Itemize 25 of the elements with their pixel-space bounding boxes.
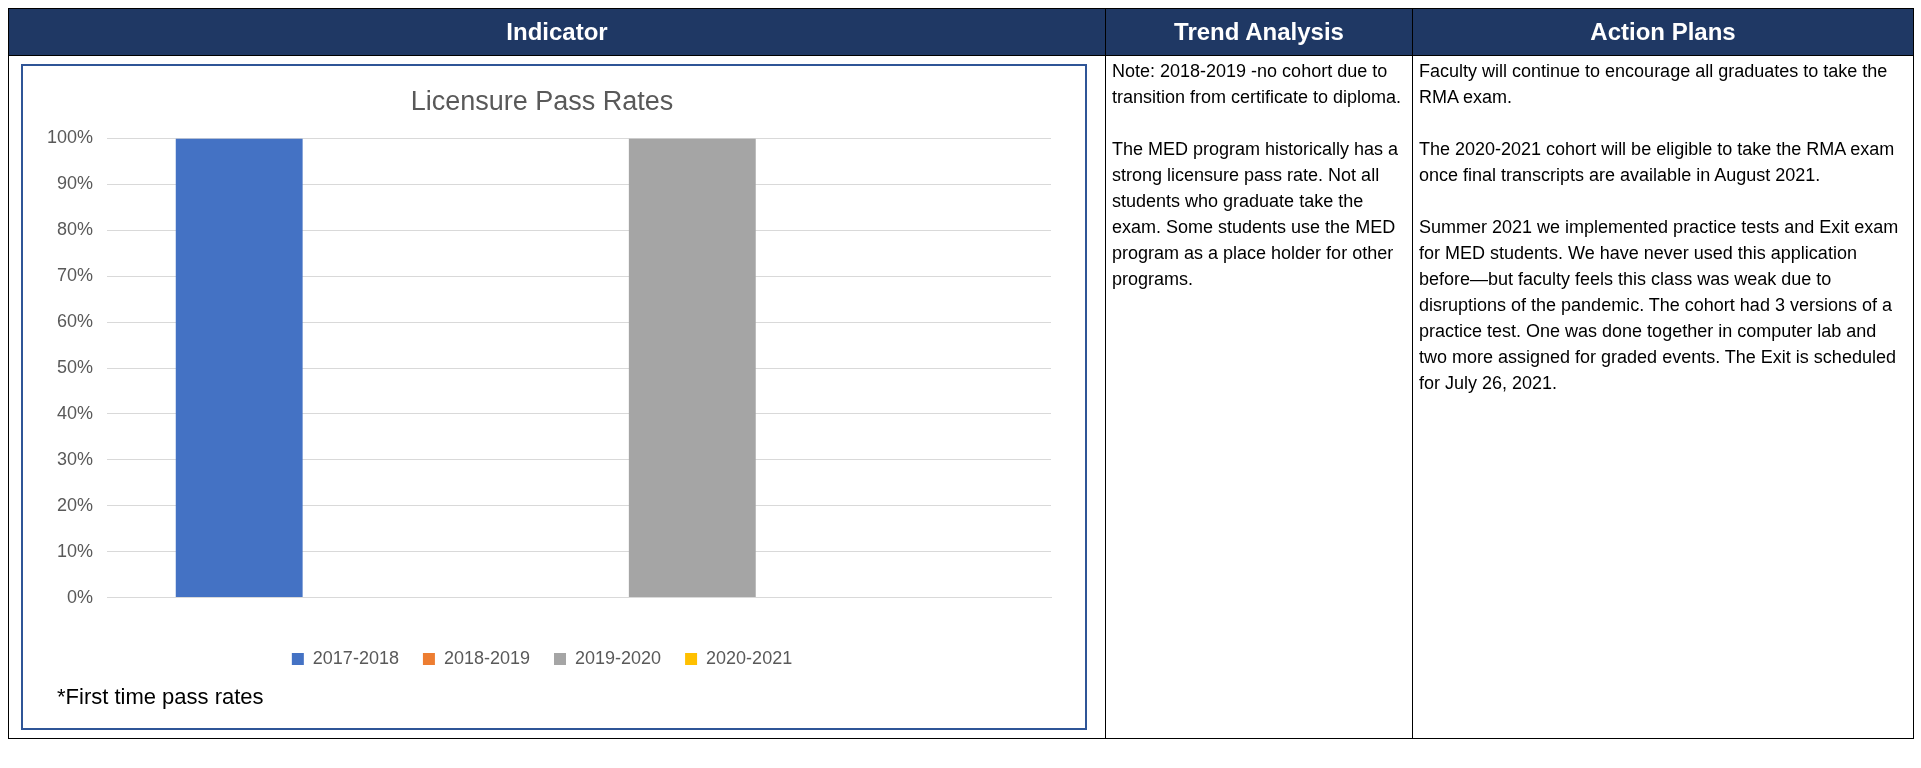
y-tick-label: 10% — [57, 540, 94, 561]
y-tick-label: 90% — [57, 173, 94, 194]
text: The MED program historically has a strong licensure pass rate. Not all students who graduate take the exam. Some students use the MED program as a place holder for other programs. — [1112, 138, 1400, 291]
text: Indicator — [8, 8, 1106, 56]
text: Summer 2021 we implemented practice tests and Exit exam for MED students. We have never used this application before—but faculty feels this class was weak due to disruptions of the pandemic. The cohort had 3 versions of a practice test. One was done together in computer lab and two more assigned for graded events. The Exit is scheduled for July 26, 2021. — [1419, 216, 1900, 395]
legend-label: 2019-2020 — [575, 647, 662, 668]
y-tick-label: 60% — [57, 311, 94, 332]
y-tick-label: 0% — [67, 586, 94, 607]
legend-label: 2017-2018 — [312, 647, 399, 668]
y-tick-label: 70% — [57, 265, 94, 286]
legend-label: 2020-2021 — [706, 647, 793, 668]
text: Action Plans — [1412, 8, 1914, 56]
y-tick-label: 50% — [57, 356, 94, 377]
text: Note: 2018-2019 -no cohort due to transition from certificate to diploma. — [1112, 60, 1403, 109]
y-tick-label: 100% — [46, 127, 94, 148]
y-tick-label: 30% — [57, 448, 94, 469]
y-tick-label: 80% — [57, 219, 94, 240]
chart-title: Licensure Pass Rates — [410, 85, 674, 116]
y-tick-label: 40% — [57, 402, 94, 423]
y-tick-label: 20% — [57, 494, 94, 515]
text: *First time pass rates — [57, 684, 264, 710]
legend-label: 2018-2019 — [443, 647, 531, 668]
text: The 2020-2021 cohort will be eligible to take the RMA exam once final transcripts are available in August 2021. — [1419, 138, 1896, 187]
text: Faculty will continue to encourage all graduates to take the RMA exam. — [1419, 60, 1889, 109]
text: Trend Analysis — [1105, 8, 1413, 56]
